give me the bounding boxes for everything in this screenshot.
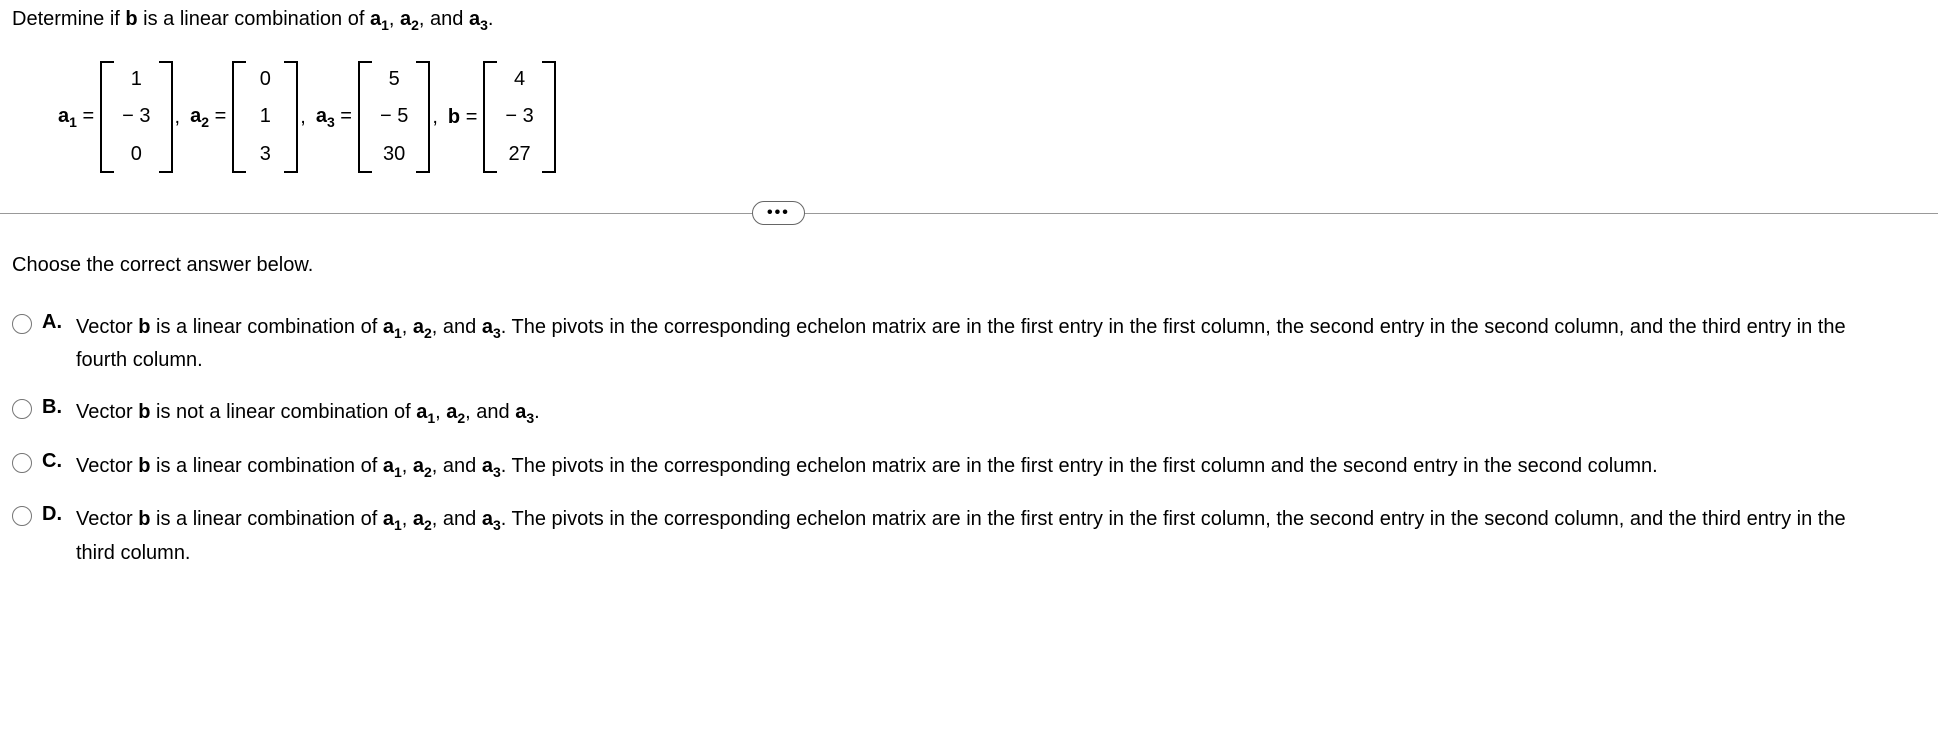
option-d-radio[interactable] — [12, 506, 32, 526]
divider-row: ••• — [0, 213, 1938, 214]
a2-a: a — [190, 105, 201, 127]
prompt-a3: a — [469, 8, 480, 30]
option-d-letter: D. — [42, 503, 66, 526]
vectors-display: a1 = 1 − 3 0 , a2 = 0 1 3 , a3 = 5 − 5 3… — [52, 61, 1938, 173]
b-v0: 4 — [505, 68, 533, 91]
a1-v2: 0 — [122, 143, 150, 166]
option-c-text: Vector b is a linear combination of a1, … — [76, 450, 1658, 483]
option-d-text: Vector b is a linear combination of a1, … — [76, 503, 1876, 568]
a1-v0: 1 — [122, 68, 150, 91]
options-list: A. Vector b is a linear combination of a… — [12, 311, 1938, 569]
comma-1: , — [173, 106, 185, 129]
choose-prompt: Choose the correct answer below. — [12, 254, 1938, 277]
option-a-text: Vector b is a linear combination of a1, … — [76, 311, 1876, 376]
prompt-c1: , — [389, 8, 400, 30]
b-eq: = — [460, 106, 477, 128]
a3-v1: − 5 — [380, 105, 408, 128]
option-a-letter: A. — [42, 311, 66, 334]
prompt-b: b — [125, 8, 137, 30]
a1-a: a — [58, 105, 69, 127]
b-v2: 27 — [505, 143, 533, 166]
prompt-c2: , and — [419, 8, 469, 30]
prompt-mid1: is a linear combination of — [138, 8, 370, 30]
a2-label: a2 = — [184, 105, 232, 130]
a3-v2: 30 — [380, 143, 408, 166]
option-c-row[interactable]: C. Vector b is a linear combination of a… — [12, 450, 1938, 483]
prompt-end: . — [488, 8, 494, 30]
prompt-s1: 1 — [381, 17, 389, 33]
b-v1: − 3 — [505, 105, 533, 128]
question-prompt: Determine if b is a linear combination o… — [12, 8, 1938, 33]
option-a-row[interactable]: A. Vector b is a linear combination of a… — [12, 311, 1938, 376]
divider-line — [0, 213, 1938, 214]
prompt-s3: 3 — [480, 17, 488, 33]
comma-3: , — [430, 106, 442, 129]
a3-label: a3 = — [310, 105, 358, 130]
a2-v1: 1 — [254, 105, 276, 128]
prompt-a2: a — [400, 8, 411, 30]
option-b-row[interactable]: B. Vector b is not a linear combination … — [12, 396, 1938, 429]
prompt-a1: a — [370, 8, 381, 30]
option-a-radio[interactable] — [12, 314, 32, 334]
expand-button[interactable]: ••• — [752, 201, 805, 225]
a2-v0: 0 — [254, 68, 276, 91]
a1-label: a1 = — [52, 105, 100, 130]
comma-2: , — [298, 106, 310, 129]
a1-eq: = — [77, 105, 94, 127]
a2-sub: 2 — [201, 114, 209, 130]
a3-v0: 5 — [380, 68, 408, 91]
b-a: b — [448, 106, 460, 128]
a1-sub: 1 — [69, 114, 77, 130]
option-b-radio[interactable] — [12, 399, 32, 419]
option-c-letter: C. — [42, 450, 66, 473]
a2-vector: 0 1 3 — [232, 61, 298, 173]
option-c-radio[interactable] — [12, 453, 32, 473]
b-vector: 4 − 3 27 — [483, 61, 555, 173]
b-label: b = — [442, 106, 483, 129]
a3-vector: 5 − 5 30 — [358, 61, 430, 173]
a3-eq: = — [335, 105, 352, 127]
a1-v1: − 3 — [122, 105, 150, 128]
option-b-letter: B. — [42, 396, 66, 419]
a3-a: a — [316, 105, 327, 127]
option-b-text: Vector b is not a linear combination of … — [76, 396, 540, 429]
prompt-s2: 2 — [411, 17, 419, 33]
a1-vector: 1 − 3 0 — [100, 61, 172, 173]
option-d-row[interactable]: D. Vector b is a linear combination of a… — [12, 503, 1938, 568]
a3-sub: 3 — [327, 114, 335, 130]
a2-eq: = — [209, 105, 226, 127]
prompt-text-pre: Determine if — [12, 8, 125, 30]
a2-v2: 3 — [254, 143, 276, 166]
